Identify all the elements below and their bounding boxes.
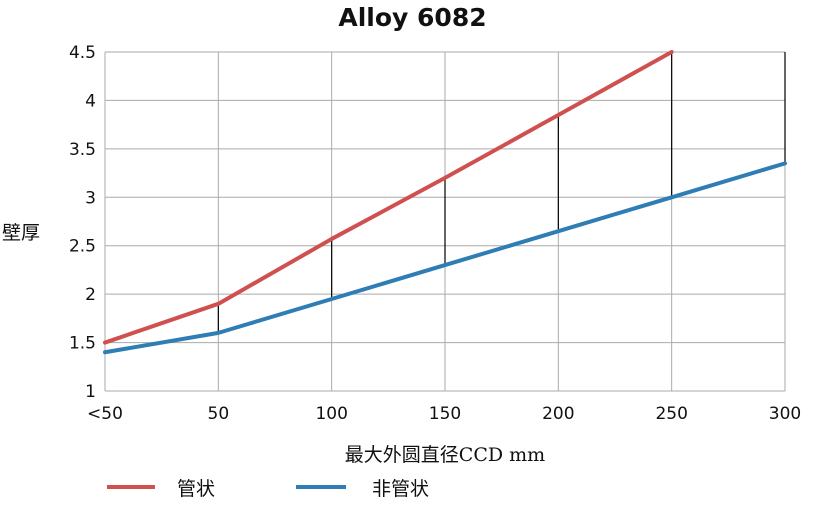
y-tick-label-4: 3: [85, 188, 96, 208]
legend-item-non-tubular: 非管状: [296, 472, 429, 502]
x-tick-label-0: <50: [87, 404, 123, 424]
x-tick-label-4: 200: [542, 404, 574, 424]
x-axis-label: 最大外圆直径CCD mm: [344, 444, 546, 466]
y-axis-label: 壁厚: [2, 222, 41, 244]
x-tick-label-6: 300: [769, 404, 801, 424]
y-tick-label-1: 1.5: [69, 334, 96, 354]
x-tick-label-2: 100: [315, 404, 347, 424]
y-tick-label-2: 2: [85, 285, 96, 305]
legend-label-non-tubular: 非管状: [372, 477, 430, 500]
y-tick-label-3: 2.5: [69, 237, 96, 257]
legend-label-tubular: 管状: [177, 477, 216, 500]
drop-lines: [217, 52, 786, 333]
series-lines: [103, 50, 787, 355]
y-tick-label-7: 4.5: [69, 43, 96, 63]
x-tick-label-5: 250: [655, 404, 687, 424]
y-tick-label-0: 1: [85, 382, 96, 402]
series-line-0: [103, 50, 674, 345]
legend-item-tubular: 管状: [107, 472, 215, 502]
x-tick-label-3: 150: [429, 404, 461, 424]
chart-title: Alloy 6082: [338, 3, 487, 32]
legend-swatch-tubular: [107, 485, 155, 489]
series-line-1: [103, 161, 787, 355]
tick-labels: 1 1.5 2 2.5 3 3.5 4 4.5 <50 50 100 150 200 250 300: [69, 43, 801, 424]
y-tick-label-6: 4: [85, 91, 96, 111]
legend-swatch-non-tubular: [296, 485, 346, 489]
y-tick-label-5: 3.5: [69, 140, 96, 160]
x-tick-label-1: 50: [208, 404, 230, 424]
